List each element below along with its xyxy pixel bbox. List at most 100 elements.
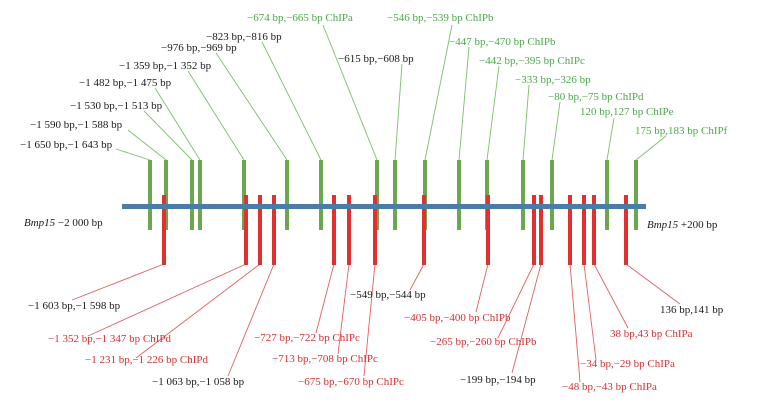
- lower-site-tick: [592, 195, 596, 265]
- upper-site-tick: [319, 160, 323, 230]
- upper-leader-line: [606, 117, 615, 161]
- lower-site-tick: [624, 195, 628, 265]
- lower-leader-line: [409, 263, 425, 291]
- lower-site-label: −675 bp,−670 bp ChIPc: [298, 376, 404, 388]
- lower-leader-line: [135, 263, 261, 359]
- lower-site-label: −48 bp,−43 bp ChIPa: [562, 381, 657, 393]
- upper-leader-line: [486, 65, 500, 161]
- lower-site-tick: [347, 195, 351, 265]
- site-ticks: [148, 160, 638, 265]
- lower-leader-line: [337, 263, 350, 355]
- upper-site-tick: [198, 160, 202, 230]
- promoter-axis: [122, 204, 646, 209]
- upper-site-label: −1 482 bp,−1 475 bp: [79, 77, 172, 89]
- upper-site-label: −1 590 bp,−1 588 bp: [30, 119, 123, 131]
- lower-site-label: 38 bp,43 bp ChIPa: [610, 328, 693, 340]
- upper-leader-line: [261, 41, 322, 161]
- lower-leader-line: [363, 263, 376, 377]
- right-gene-name: Bmp15: [647, 219, 679, 231]
- lower-site-label: 136 bp,141 bp: [660, 304, 724, 316]
- lower-leader-line: [583, 263, 597, 361]
- left-gene-name: Bmp15: [24, 217, 56, 229]
- upper-leader-line: [458, 46, 470, 161]
- lower-leader-line: [593, 263, 629, 329]
- left-end-position: −2 000 bp: [55, 217, 103, 229]
- lower-site-label: −199 bp,−194 bp: [460, 374, 536, 386]
- lower-site-tick: [373, 195, 377, 265]
- lower-leader-line: [569, 263, 581, 383]
- upper-site-tick: [634, 160, 638, 230]
- lower-site-tick: [272, 195, 276, 265]
- lower-site-tick: [244, 195, 248, 265]
- lower-site-tick: [568, 195, 572, 265]
- upper-site-label: −333 bp,−326 bp: [515, 74, 591, 86]
- lower-site-label: −405 bp,−400 bp ChIPb: [404, 312, 511, 324]
- upper-leader-line: [143, 110, 193, 161]
- lower-leader-line: [475, 263, 489, 313]
- upper-site-tick: [550, 160, 554, 230]
- lower-site-label: −1 231 bp,−1 226 bp ChIPd: [85, 354, 209, 366]
- upper-leader-line: [187, 70, 245, 161]
- lower-leader-line: [87, 263, 247, 337]
- upper-leader-line: [127, 129, 167, 161]
- upper-site-tick: [521, 160, 525, 230]
- lower-leader-line: [227, 263, 275, 377]
- lower-site-tick: [162, 195, 166, 265]
- lower-site-label: −1 063 bp,−1 058 bp: [152, 376, 245, 388]
- left-end-label: Bmp15 −2 000 bp: [24, 217, 103, 229]
- upper-leader-line: [394, 63, 403, 161]
- lower-site-tick: [532, 195, 536, 265]
- lower-site-label: −1 352 bp,−1 347 bp ChIPd: [48, 333, 172, 345]
- lower-site-tick: [332, 195, 336, 265]
- right-end-position: +200 bp: [678, 219, 718, 231]
- upper-site-tick: [285, 160, 289, 230]
- upper-site-tick: [457, 160, 461, 230]
- lower-leader-line: [71, 263, 165, 301]
- lower-site-label: −34 bp,−29 bp ChIPa: [580, 358, 675, 370]
- upper-site-tick: [393, 160, 397, 230]
- lower-leader-line: [315, 263, 335, 334]
- upper-site-label: −976 bp,−969 bp: [161, 42, 237, 54]
- upper-site-label: −1 530 bp,−1 513 bp: [70, 100, 163, 112]
- leader-lines: [71, 24, 681, 383]
- lower-site-tick: [422, 195, 426, 265]
- upper-leader-line: [115, 148, 151, 161]
- upper-site-label: −823 bp,−816 bp: [206, 31, 282, 43]
- upper-leader-line: [322, 24, 378, 161]
- upper-site-label: −447 bp,−470 bp ChIPb: [449, 36, 556, 48]
- upper-leader-line: [635, 135, 667, 161]
- upper-site-tick: [190, 160, 194, 230]
- lower-leader-line: [625, 263, 681, 305]
- upper-leader-line: [154, 87, 201, 161]
- lower-site-label: −1 603 bp,−1 598 bp: [28, 300, 121, 312]
- right-end-label: Bmp15 +200 bp: [647, 219, 718, 231]
- lower-leader-line: [497, 263, 535, 339]
- upper-site-label: −1 359 bp,−1 352 bp: [119, 60, 212, 72]
- lower-site-label: −713 bp,−708 bp ChIPc: [272, 353, 378, 365]
- upper-site-label: −1 650 bp,−1 643 bp: [20, 139, 113, 151]
- upper-leader-line: [522, 84, 530, 161]
- lower-site-tick: [539, 195, 543, 265]
- lower-site-label: −549 bp,−544 bp: [350, 289, 426, 301]
- upper-leader-line: [215, 52, 288, 161]
- lower-site-label: −727 bp,−722 bp ChIPc: [254, 332, 360, 344]
- upper-site-label: −442 bp,−395 bp ChIPc: [479, 55, 585, 67]
- lower-site-tick: [582, 195, 586, 265]
- upper-site-label: −674 bp,−665 bp ChIPa: [247, 12, 353, 24]
- upper-leader-line: [551, 101, 561, 161]
- upper-site-label: 175 bp,183 bp ChIPf: [635, 125, 728, 137]
- lower-leader-line: [511, 263, 542, 374]
- site-labels: −1 650 bp,−1 643 bp −1 590 bp,−1 588 bp −1…: [20, 12, 728, 393]
- lower-site-tick: [486, 195, 490, 265]
- lower-site-tick: [258, 195, 262, 265]
- upper-leader-line: [424, 24, 453, 161]
- lower-site-label: −265 bp,−260 bp ChIPb: [430, 336, 537, 348]
- upper-site-label: −615 bp,−608 bp: [338, 53, 414, 65]
- upper-site-tick: [605, 160, 609, 230]
- upper-site-tick: [148, 160, 152, 230]
- upper-site-label: 120 bp,127 bp ChIPe: [580, 106, 674, 118]
- upper-site-label: −80 bp,−75 bp ChIPd: [548, 91, 644, 103]
- upper-site-label: −546 bp,−539 bp ChIPb: [387, 12, 494, 24]
